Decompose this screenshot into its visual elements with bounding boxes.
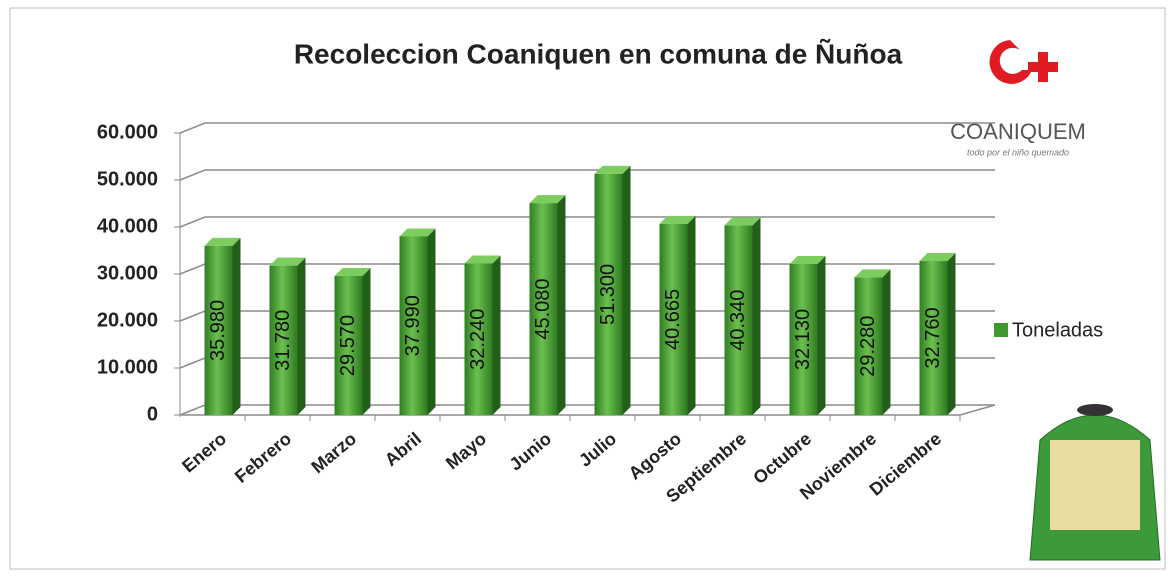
bar-side (688, 216, 696, 415)
y-tick-label: 0 (147, 403, 158, 425)
legend-label: Toneladas (1012, 319, 1103, 341)
bar-side (883, 269, 891, 415)
chart-title: Recoleccion Coaniquen en comuna de Ñuñoa (294, 38, 903, 69)
chart-border (10, 8, 1165, 569)
bar-side (753, 217, 761, 415)
logo-tagline: todo por el niño quemado (967, 147, 1069, 157)
bar-value-label: 37.990 (402, 295, 424, 356)
y-tick-label: 50.000 (97, 168, 158, 190)
bar-value-label: 35.980 (207, 300, 229, 361)
legend-swatch (994, 323, 1008, 337)
y-tick-label: 60.000 (97, 121, 158, 143)
bar-value-label: 32.760 (922, 307, 944, 368)
bar-side (623, 166, 631, 415)
y-tick-label: 10.000 (97, 356, 158, 378)
bar-value-label: 51.300 (597, 264, 619, 325)
bar-value-label: 29.280 (857, 316, 879, 377)
bar-side (298, 258, 306, 415)
bar-value-label: 45.080 (532, 278, 554, 339)
bar-side (493, 255, 501, 415)
bar-side (818, 256, 826, 415)
bar-value-label: 29.570 (337, 315, 359, 376)
bin-label (1050, 440, 1140, 530)
y-tick-label: 40.000 (97, 215, 158, 237)
bar-value-label: 40.665 (662, 289, 684, 350)
chart: Recoleccion Coaniquen en comuna de Ñuñoa… (0, 0, 1175, 577)
bar-side (363, 268, 371, 415)
bar-side (558, 195, 566, 415)
bar-value-label: 32.130 (792, 309, 814, 370)
bar-value-label: 40.340 (727, 290, 749, 351)
logo-cross (1038, 52, 1048, 82)
bar-side (428, 228, 436, 415)
bar-value-label: 32.240 (467, 309, 489, 370)
bar-side (948, 253, 956, 415)
y-tick-label: 20.000 (97, 309, 158, 331)
bar-side (233, 238, 241, 415)
bar-value-label: 31.780 (272, 310, 294, 371)
bin-cap (1077, 404, 1113, 416)
y-tick-label: 30.000 (97, 262, 158, 284)
